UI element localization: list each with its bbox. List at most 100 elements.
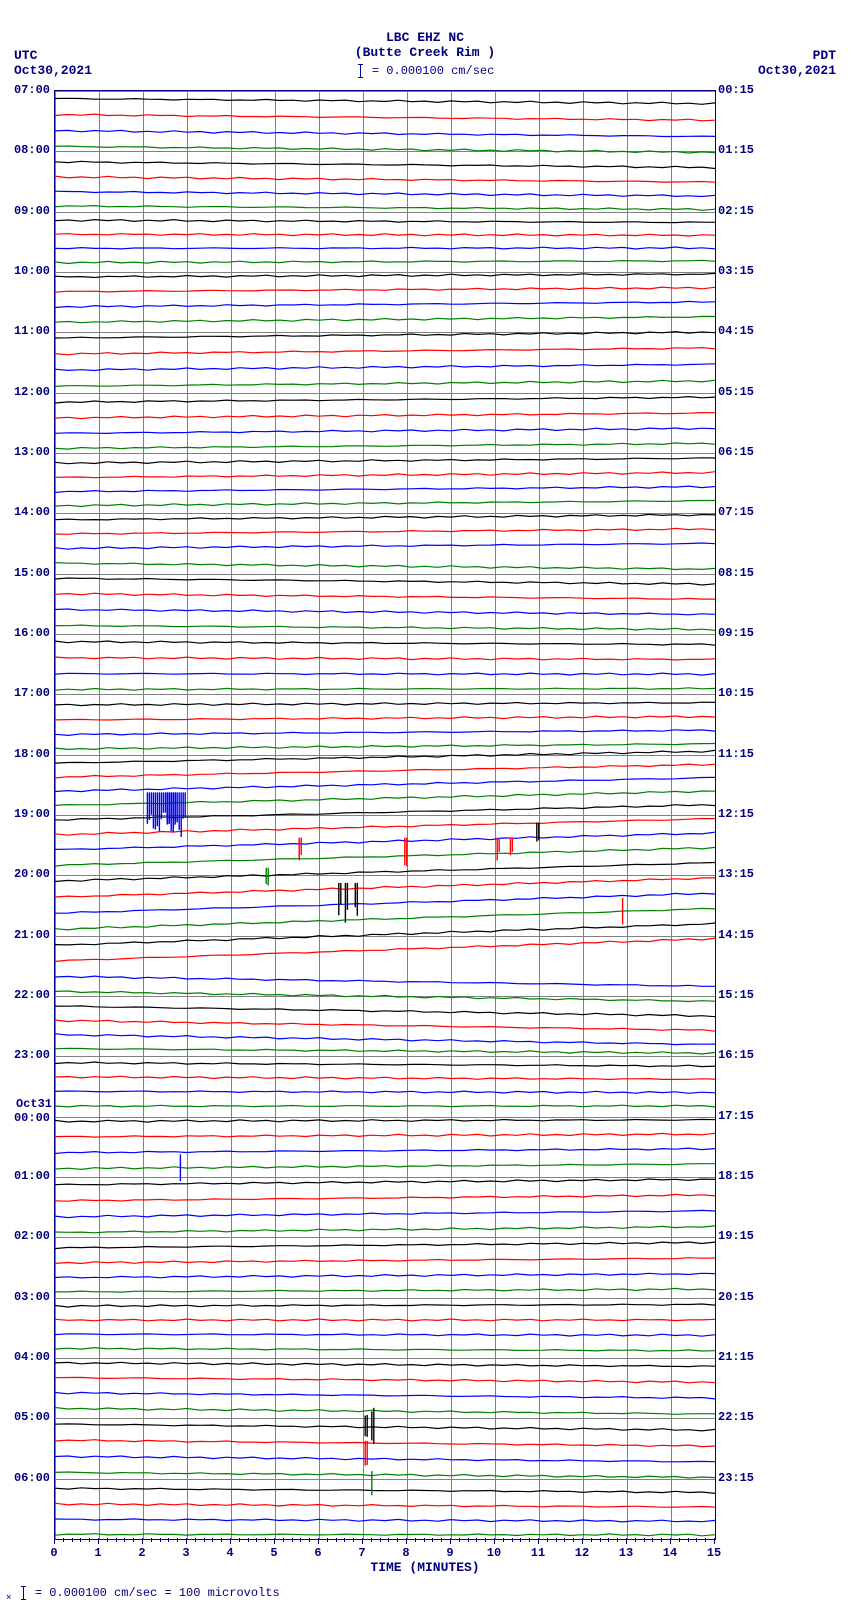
left-time-label: 21:00: [0, 928, 50, 942]
x-tick-minor: [133, 1538, 134, 1542]
left-time-label: 16:00: [0, 626, 50, 640]
x-tick: [98, 1538, 99, 1544]
x-tick-minor: [309, 1538, 310, 1542]
x-tick-minor: [644, 1538, 645, 1542]
seismic-spike: [167, 792, 185, 837]
scale-bar-icon: [360, 64, 361, 78]
left-time-label: 07:00: [0, 83, 50, 97]
x-tick-label: 7: [358, 1546, 365, 1560]
left-time-label: 19:00: [0, 807, 50, 821]
right-time-label: 06:15: [718, 445, 754, 459]
seismic-trace: [55, 472, 715, 478]
x-tick-label: 9: [446, 1546, 453, 1560]
footer-scale: ✕ = 0.000100 cm/sec = 100 microvolts: [6, 1586, 280, 1603]
right-timezone: PDT Oct30,2021: [758, 48, 836, 78]
x-tick-minor: [388, 1538, 389, 1542]
left-time-label: 09:00: [0, 204, 50, 218]
title-block: LBC EHZ NC (Butte Creek Rim ) = 0.000100…: [0, 30, 850, 78]
right-time-label: 11:15: [718, 747, 754, 761]
x-tick-minor: [327, 1538, 328, 1542]
seismic-trace: [55, 206, 715, 211]
right-time-label: 04:15: [718, 324, 754, 338]
x-tick-minor: [63, 1538, 64, 1542]
seismic-trace: [55, 641, 715, 645]
right-time-label: 02:15: [718, 204, 754, 218]
right-time-label: 18:15: [718, 1169, 754, 1183]
x-tick: [54, 1538, 55, 1544]
x-tick-minor: [573, 1538, 574, 1542]
x-tick-label: 5: [270, 1546, 277, 1560]
x-tick: [362, 1538, 363, 1544]
x-tick-minor: [591, 1538, 592, 1542]
seismic-trace: [55, 863, 715, 882]
x-tick-label: 13: [619, 1546, 633, 1560]
seismic-trace: [55, 543, 715, 549]
seismic-trace: [55, 1392, 715, 1399]
left-time-label: 03:00: [0, 1290, 50, 1304]
right-time-label: 16:15: [718, 1048, 754, 1062]
x-tick-minor: [512, 1538, 513, 1542]
seismic-trace: [55, 744, 715, 750]
seismic-trace: [55, 114, 715, 121]
seismic-spike: [497, 838, 499, 861]
left-timezone: UTC Oct30,2021: [14, 48, 92, 78]
scale-text: = 0.000100 cm/sec: [372, 64, 494, 78]
x-tick: [582, 1538, 583, 1544]
x-tick-minor: [547, 1538, 548, 1542]
x-tick-minor: [80, 1538, 81, 1542]
x-tick-minor: [124, 1538, 125, 1542]
seismogram-container: LBC EHZ NC (Butte Creek Rim ) = 0.000100…: [0, 0, 850, 1613]
x-tick-minor: [195, 1538, 196, 1542]
trace-layer: [55, 91, 715, 1539]
x-tick-minor: [529, 1538, 530, 1542]
x-tick: [626, 1538, 627, 1544]
seismic-trace: [55, 514, 715, 520]
seismic-trace: [55, 1534, 715, 1536]
x-tick-minor: [468, 1538, 469, 1542]
seismic-trace: [55, 161, 715, 168]
seismic-trace: [55, 1488, 715, 1494]
right-time-label: 21:15: [718, 1350, 754, 1364]
right-time-label: 05:15: [718, 385, 754, 399]
seismic-trace: [55, 1062, 715, 1067]
x-tick: [714, 1538, 715, 1544]
seismic-trace: [55, 220, 715, 223]
x-tick-label: 12: [575, 1546, 589, 1560]
x-tick: [494, 1538, 495, 1544]
seismic-trace: [55, 501, 715, 507]
x-tick-minor: [459, 1538, 460, 1542]
seismic-trace: [55, 563, 715, 570]
x-tick-label: 2: [138, 1546, 145, 1560]
seismic-trace: [55, 688, 715, 690]
seismic-trace: [55, 146, 715, 153]
seismic-trace: [55, 1148, 715, 1153]
seismic-trace: [55, 847, 715, 866]
right-tz-label: PDT: [758, 48, 836, 63]
right-time-label: 08:15: [718, 566, 754, 580]
right-time-label: 22:15: [718, 1410, 754, 1424]
seismic-trace: [55, 191, 715, 196]
x-tick-label: 8: [402, 1546, 409, 1560]
seismic-trace: [55, 428, 715, 433]
x-tick-minor: [168, 1538, 169, 1542]
seismic-trace: [55, 1048, 715, 1054]
seismic-trace: [55, 1503, 715, 1507]
left-time-label: 10:00: [0, 264, 50, 278]
location-title: (Butte Creek Rim ): [0, 45, 850, 60]
x-tick-minor: [107, 1538, 108, 1542]
seismic-trace: [55, 1424, 715, 1431]
x-tick: [670, 1538, 671, 1544]
x-tick-minor: [600, 1538, 601, 1542]
left-time-label: 06:00: [0, 1471, 50, 1485]
seismic-trace: [55, 1440, 715, 1447]
x-tick-minor: [679, 1538, 680, 1542]
seismic-trace: [55, 673, 715, 675]
x-tick-minor: [151, 1538, 152, 1542]
seismic-trace: [55, 1242, 715, 1249]
seismic-trace: [55, 1362, 715, 1366]
x-tick-minor: [661, 1538, 662, 1542]
plot-area: [54, 90, 716, 1540]
x-tick-minor: [688, 1538, 689, 1542]
x-tick-label: 10: [487, 1546, 501, 1560]
seismic-trace: [55, 657, 715, 660]
